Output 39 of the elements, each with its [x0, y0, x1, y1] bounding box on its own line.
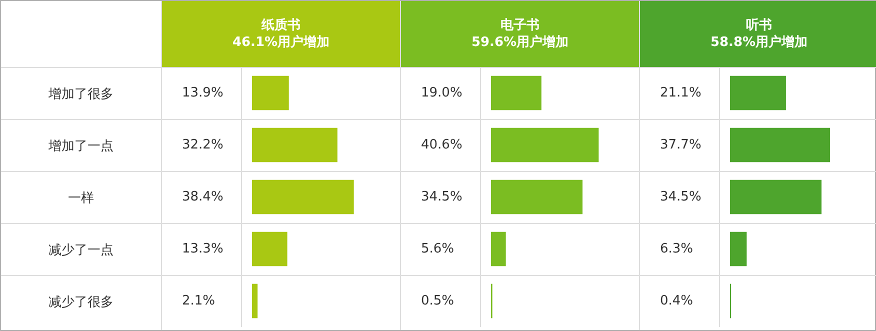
bar	[252, 180, 354, 214]
bar	[252, 232, 288, 266]
data-label: 34.5%	[660, 189, 702, 204]
data-label: 19.0%	[421, 85, 462, 100]
data-label: 6.3%	[660, 241, 694, 256]
y-tick-label: 减少了一点	[1, 223, 161, 275]
bar	[730, 180, 822, 214]
bar	[252, 76, 289, 110]
data-label: 38.4%	[182, 189, 224, 204]
data-label: 0.4%	[660, 293, 694, 308]
bar	[730, 232, 747, 266]
bar	[252, 284, 258, 318]
chart-subtitle: 58.8%用户增加	[710, 34, 808, 51]
bar	[730, 76, 786, 110]
chart-title: 听书	[746, 17, 772, 34]
bar	[491, 128, 599, 162]
data-label: 32.2%	[182, 137, 224, 152]
data-label: 21.1%	[660, 85, 702, 100]
bar	[491, 76, 542, 110]
y-tick-label: 增加了一点	[1, 119, 161, 171]
data-label: 13.9%	[182, 85, 224, 100]
y-tick-label: 增加了很多	[1, 67, 161, 119]
bar	[252, 128, 338, 162]
y-tick-label: 减少了很多	[1, 275, 161, 327]
bar	[730, 128, 830, 162]
data-label: 0.5%	[421, 293, 454, 308]
chart-subtitle: 59.6%用户增加	[471, 34, 569, 51]
data-label: 2.1%	[182, 293, 216, 308]
chart-title: 电子书	[500, 17, 540, 34]
chart-title: 纸质书	[262, 17, 300, 34]
bar	[491, 232, 506, 266]
y-tick-label: 一样	[1, 171, 161, 223]
data-label: 40.6%	[421, 137, 462, 152]
chart-subtitle: 46.1%用户增加	[232, 34, 330, 51]
data-label: 37.7%	[660, 137, 702, 152]
data-label: 5.6%	[421, 241, 454, 256]
bar	[491, 180, 583, 214]
data-label: 13.3%	[182, 241, 224, 256]
data-label: 34.5%	[421, 189, 462, 204]
